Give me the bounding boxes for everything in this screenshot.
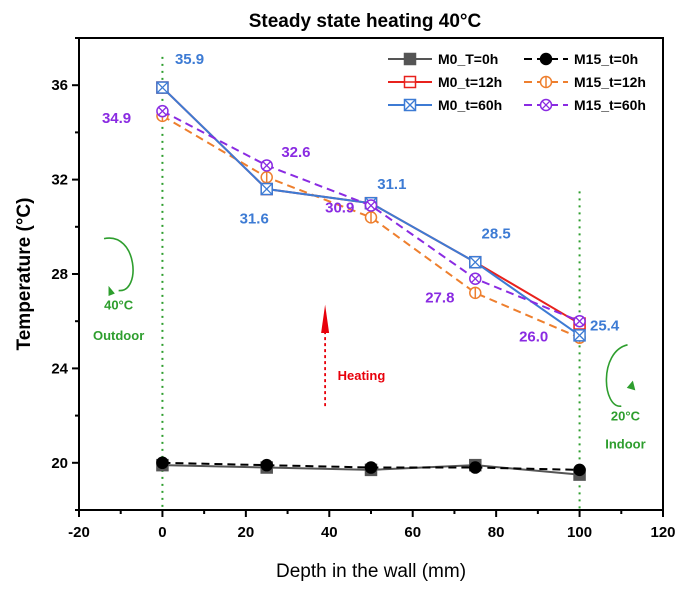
x-tick-label: -20: [68, 524, 90, 541]
series-M15_t=60h: [156, 104, 586, 328]
data-point-detail: [575, 316, 584, 326]
y-tick-label: 28: [51, 266, 68, 283]
x-tick-label: 120: [650, 524, 675, 541]
x-tick-label: 40: [321, 524, 338, 541]
data-point: [469, 461, 482, 474]
data-point: [403, 52, 417, 66]
indoor-arrow-icon: [605, 344, 628, 407]
data-label: 31.6: [240, 210, 269, 227]
data-point-detail: [156, 81, 169, 94]
data-point-detail: [158, 106, 167, 116]
data-point: [156, 456, 169, 470]
data-label: 25.4: [590, 318, 620, 335]
legend-item-M0_t=12h: M0_t=12h: [438, 74, 502, 90]
x-tick-label: 100: [567, 524, 592, 541]
data-label: 31.1: [377, 176, 406, 193]
heating-label: Heating: [338, 368, 386, 383]
data-label: 27.8: [425, 289, 454, 306]
y-tick-label: 36: [51, 77, 68, 94]
indoor-temp-label: 20°C: [611, 408, 641, 423]
data-label: 28.5: [482, 226, 511, 243]
indoor-arrow-head: [626, 380, 636, 391]
data-point: [573, 463, 586, 477]
x-tick-label: 80: [488, 524, 505, 541]
indoor-label: Indoor: [605, 437, 645, 452]
y-tick-label: 32: [51, 172, 68, 189]
legend: M0_T=0h M15_t=0h M0_t=12h M15_t=12h M0_t=60h…: [388, 51, 646, 113]
series-M15_t=0h: [156, 456, 586, 477]
data-label: 34.9: [102, 110, 131, 127]
legend-item-M15_t=60h: M15_t=60h: [574, 97, 646, 113]
legend-item-M0_t=60h: M0_t=60h: [438, 97, 502, 113]
series-line: [161, 115, 580, 339]
data-label: 30.9: [325, 200, 354, 217]
chart-title: Steady state heating 40°C: [249, 11, 482, 32]
data-label: 35.9: [175, 51, 204, 68]
data-point: [364, 461, 378, 474]
x-tick-label: 0: [158, 524, 166, 541]
outdoor-temp-label: 40°C: [104, 297, 134, 312]
x-tick-label: 60: [404, 524, 421, 541]
data-point-detail: [260, 183, 273, 195]
data-point-detail: [470, 274, 480, 284]
outdoor-arrow-head: [108, 285, 115, 296]
data-point: [260, 458, 273, 472]
data-point-detail: [541, 100, 551, 110]
data-point-detail: [404, 99, 416, 111]
outdoor-arrow-icon: [103, 237, 134, 292]
heating-arrow-icon: [321, 304, 330, 333]
outdoor-label: Outdoor: [93, 328, 144, 343]
series-line: [161, 110, 580, 323]
x-axis-title: Depth in the wall (mm): [276, 561, 466, 582]
data-point-detail: [262, 161, 272, 170]
data-point-detail: [573, 329, 586, 342]
data-point-detail: [469, 256, 482, 269]
y-tick-label: 24: [51, 360, 68, 377]
data-point-detail: [366, 201, 376, 210]
data-label: 26.0: [519, 328, 548, 345]
x-tick-label: 20: [238, 524, 255, 541]
data-point: [539, 52, 553, 66]
legend-item-M15_t=0h: M15_t=0h: [574, 51, 638, 67]
legend-item-M0_T=0h: M0_T=0h: [438, 51, 498, 67]
y-axis-title: Temperature (°C): [14, 198, 35, 351]
legend-item-M15_t=12h: M15_t=12h: [574, 74, 646, 90]
data-label: 32.6: [281, 144, 310, 161]
y-tick-label: 20: [51, 455, 68, 472]
